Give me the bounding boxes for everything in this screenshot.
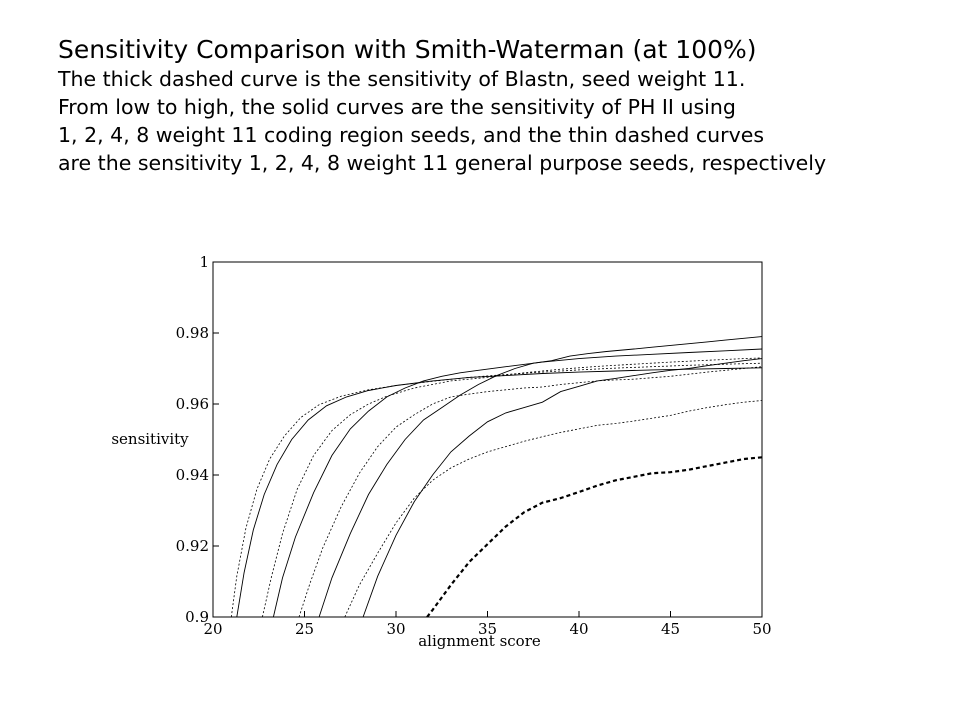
y-tick-label: 0.94 <box>176 466 209 484</box>
y-tick-label: 0.92 <box>176 537 209 555</box>
series-line-9-thin-dashed <box>230 362 763 618</box>
plot-frame <box>212 261 763 618</box>
series-line-8-thin-dashed <box>262 357 763 618</box>
series-line-3-solid <box>318 336 763 618</box>
y-tick-label: 0.96 <box>176 395 209 413</box>
series-line-7-thin-dashed <box>298 366 763 618</box>
subtitle-line-4: are the sensitivity 1, 2, 4, 8 weight 11… <box>58 151 827 175</box>
x-tick-label: 30 <box>386 620 405 638</box>
chart-axes <box>212 261 763 618</box>
title-block: Sensitivity Comparison with Smith-Waterm… <box>58 34 953 177</box>
x-tick-label: 50 <box>752 620 771 638</box>
ticks-layer: 20 25 30 35 40 45 50 0.9 0.92 0.94 0.96 0.98 1 <box>176 253 772 638</box>
series-line-5-solid <box>236 367 763 618</box>
y-axis-label: sensitivity <box>111 430 189 448</box>
series-line-2-solid <box>362 358 763 618</box>
subtitle-line-1: The thick dashed curve is the sensitivit… <box>58 67 746 91</box>
x-tick-label: 35 <box>478 620 497 638</box>
series-line-1-thick-dashed <box>426 456 763 618</box>
series-line-4-solid <box>272 348 763 618</box>
chart-title: Sensitivity Comparison with Smith-Waterm… <box>58 35 757 64</box>
series-layer <box>230 336 763 618</box>
subtitle-line-3: 1, 2, 4, 8 weight 11 coding region seeds… <box>58 123 765 147</box>
x-axis-label: alignment score <box>418 632 541 650</box>
subtitle-line-2: From low to high, the solid curves are t… <box>58 95 736 119</box>
x-tick-label: 40 <box>569 620 588 638</box>
y-tick-label: 1 <box>199 253 209 271</box>
x-tick-label: 25 <box>295 620 314 638</box>
x-tick-label: 20 <box>203 620 222 638</box>
y-tick-label: 0.98 <box>176 324 209 342</box>
y-tick-label: 0.9 <box>185 608 209 626</box>
x-tick-label: 45 <box>661 620 680 638</box>
series-line-6-thin-dashed <box>344 400 763 618</box>
